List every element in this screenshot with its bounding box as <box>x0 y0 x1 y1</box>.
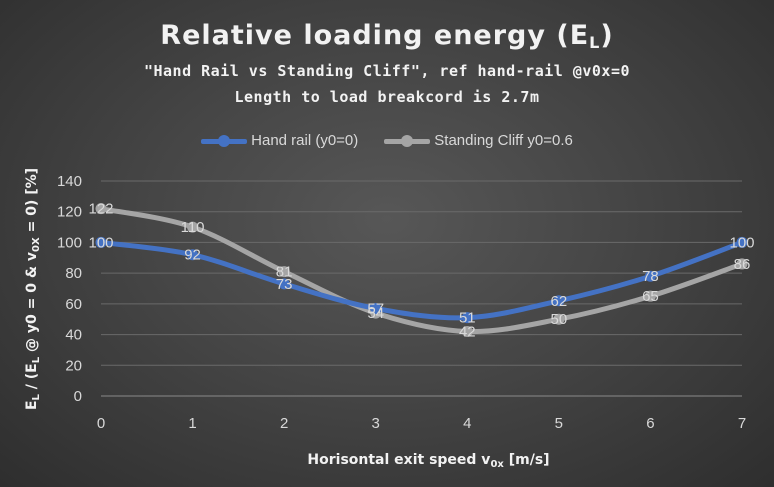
legend: Hand rail (y0=0) Standing Cliff y0=0.6 <box>0 132 774 149</box>
series-0-point-0 <box>95 236 107 248</box>
series-0-data-label-0: 100 <box>88 234 113 251</box>
series-0-point-5 <box>553 295 565 307</box>
series-0-data-label-3: 57 <box>367 300 384 317</box>
series-1-data-label-1: 110 <box>181 219 205 236</box>
series-1-point-1 <box>187 221 199 233</box>
series-0-point-3 <box>370 302 382 314</box>
chart-title: Relative loading energy (EL) <box>160 20 614 52</box>
series-0-point-4 <box>461 312 473 324</box>
y-tick-label-0: 0 <box>74 388 82 405</box>
series-1-point-4 <box>461 326 473 337</box>
series-1-point-0 <box>95 203 107 215</box>
series-0-data-label-4: 51 <box>459 310 476 327</box>
series-0-data-label-1: 92 <box>184 247 201 264</box>
series-1-data-label-4: 42 <box>459 324 476 341</box>
x-tick-label-7: 7 <box>738 415 746 432</box>
legend-swatch-hand-rail <box>201 134 248 147</box>
x-tick-label-5: 5 <box>555 415 563 432</box>
series-1-data-label-7: 86 <box>734 256 751 273</box>
legend-item-standing-cliff[interactable]: Standing Cliff y0=0.6 <box>384 132 573 149</box>
series-0-data-label-6: 78 <box>642 268 659 285</box>
y-tick-label-80: 80 <box>65 265 82 282</box>
y-axis-label: EL / (EL @ y0 = 0 & v0X = 0) [%] <box>24 167 42 411</box>
y-tick-label-40: 40 <box>65 327 82 344</box>
x-tick-label-1: 1 <box>188 415 196 432</box>
x-tick-label-6: 6 <box>646 415 654 432</box>
series-0-point-7 <box>736 236 748 248</box>
series-0-point-2 <box>278 278 290 290</box>
series-1-data-label-2: 81 <box>276 264 293 281</box>
series-0-data-label-2: 73 <box>276 276 293 293</box>
series-1-point-2 <box>278 266 290 278</box>
x-tick-label-2: 2 <box>280 415 288 432</box>
series-1-point-7 <box>736 258 748 270</box>
series-line-1 <box>98 206 745 335</box>
y-tick-label-140: 140 <box>57 173 82 190</box>
x-tick-label-0: 0 <box>97 415 105 432</box>
y-tick-label-20: 20 <box>65 357 82 374</box>
series-1-data-label-5: 50 <box>551 311 568 328</box>
y-tick-label-100: 100 <box>57 234 82 251</box>
legend-item-hand-rail[interactable]: Hand rail (y0=0) <box>201 132 358 149</box>
series-line-0 <box>98 239 745 321</box>
x-tick-label-3: 3 <box>372 415 380 432</box>
series-0-data-label-7: 100 <box>729 234 754 251</box>
series-0-data-label-5: 62 <box>551 293 568 310</box>
legend-swatch-standing-cliff <box>384 134 431 147</box>
chart-subtitle-line2: Length to load breakcord is 2.7m <box>234 88 540 106</box>
series-1-data-label-6: 65 <box>642 288 659 305</box>
chart-subtitle-line1: "Hand Rail vs Standing Cliff", ref hand-… <box>143 62 631 80</box>
legend-label-hand-rail: Hand rail (y0=0) <box>251 132 359 149</box>
series-1-data-label-3: 54 <box>367 305 384 322</box>
x-axis-label: Horisontal exit speed v0x [m/s] <box>307 452 550 470</box>
series-0-point-6 <box>644 270 656 282</box>
y-tick-label-120: 120 <box>57 204 82 221</box>
y-tick-label-60: 60 <box>65 296 82 313</box>
x-tick-label-4: 4 <box>463 415 471 432</box>
series-1-data-label-0: 122 <box>88 201 113 218</box>
series-0-point-1 <box>187 249 199 261</box>
legend-label-standing-cliff: Standing Cliff y0=0.6 <box>434 132 573 149</box>
series-1-point-6 <box>644 290 656 302</box>
series-1-point-5 <box>553 313 565 325</box>
